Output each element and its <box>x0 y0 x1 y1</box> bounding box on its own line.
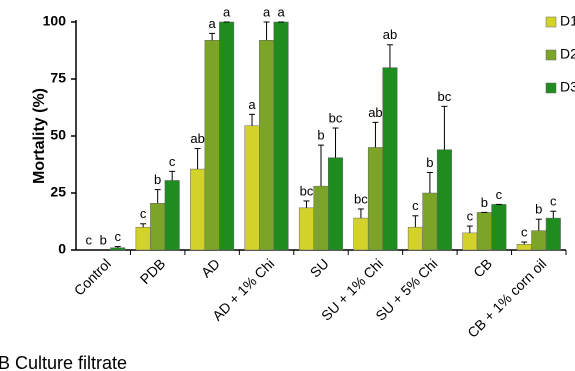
y-axis-label: Mortality (%) <box>31 88 48 184</box>
bar <box>135 226 151 251</box>
x-tick-label: PDB <box>137 255 169 287</box>
legend-label: D3 <box>560 79 575 95</box>
bar <box>545 217 561 251</box>
significance-letter: a <box>248 97 256 112</box>
x-tick-label: AD <box>198 255 223 280</box>
significance-letter: bc <box>300 183 314 198</box>
legend-swatch <box>545 49 557 61</box>
bar <box>190 168 206 251</box>
significance-letter: c <box>140 206 147 221</box>
y-tick-label: 25 <box>50 184 66 200</box>
significance-letter: b <box>535 202 542 217</box>
bar <box>273 21 289 251</box>
bar <box>516 244 532 251</box>
significance-letter: c <box>550 194 557 209</box>
bar <box>244 125 260 251</box>
significance-letter: bc <box>438 89 452 104</box>
significance-letter: c <box>496 187 503 202</box>
x-tick-label: SU <box>307 255 332 280</box>
bar <box>491 204 507 251</box>
bar <box>462 232 478 251</box>
significance-letter: c <box>85 232 92 247</box>
significance-letter: b <box>154 172 161 187</box>
significance-letter: c <box>114 229 121 244</box>
bar <box>367 147 383 251</box>
y-tick-label: 0 <box>58 241 66 257</box>
bar <box>110 247 126 251</box>
bar <box>204 39 220 251</box>
significance-letter: a <box>223 4 231 19</box>
significance-letter: c <box>467 208 474 223</box>
significance-letter: a <box>208 16 216 31</box>
bar <box>164 180 180 251</box>
significance-letter: c <box>169 154 176 169</box>
significance-letter: ab <box>190 131 204 146</box>
bar <box>476 212 492 251</box>
bar <box>436 149 452 251</box>
bar <box>407 226 423 251</box>
bar <box>328 157 344 251</box>
significance-letter: a <box>263 4 271 19</box>
significance-letter: bc <box>354 191 368 206</box>
caption: B Culture filtrate <box>0 353 127 371</box>
significance-letter: bc <box>329 110 343 125</box>
x-tick-label: CB <box>470 255 495 280</box>
significance-letter: c <box>521 224 528 239</box>
y-tick-label: 50 <box>50 127 66 143</box>
bar <box>422 192 438 251</box>
bar <box>313 185 329 251</box>
y-tick-label: 100 <box>43 13 67 29</box>
bar <box>150 203 166 251</box>
significance-letter: b <box>426 155 433 170</box>
legend-swatch <box>545 16 557 28</box>
legend-label: D2 <box>560 46 575 62</box>
bar <box>298 207 314 251</box>
bar <box>259 39 275 251</box>
bar <box>353 217 369 251</box>
significance-letter: ab <box>383 27 397 42</box>
significance-letter: b <box>481 195 488 210</box>
bar <box>382 67 398 251</box>
significance-letter: a <box>277 4 285 19</box>
legend-label: D1 <box>560 13 575 29</box>
bar <box>531 230 547 251</box>
significance-letter: b <box>100 232 107 247</box>
legend-swatch <box>545 82 557 94</box>
bar <box>219 21 235 251</box>
x-tick-label: Control <box>71 255 114 298</box>
significance-letter: c <box>412 198 419 213</box>
significance-letter: b <box>317 128 324 143</box>
significance-letter: ab <box>368 105 382 120</box>
y-tick-label: 75 <box>50 70 66 86</box>
